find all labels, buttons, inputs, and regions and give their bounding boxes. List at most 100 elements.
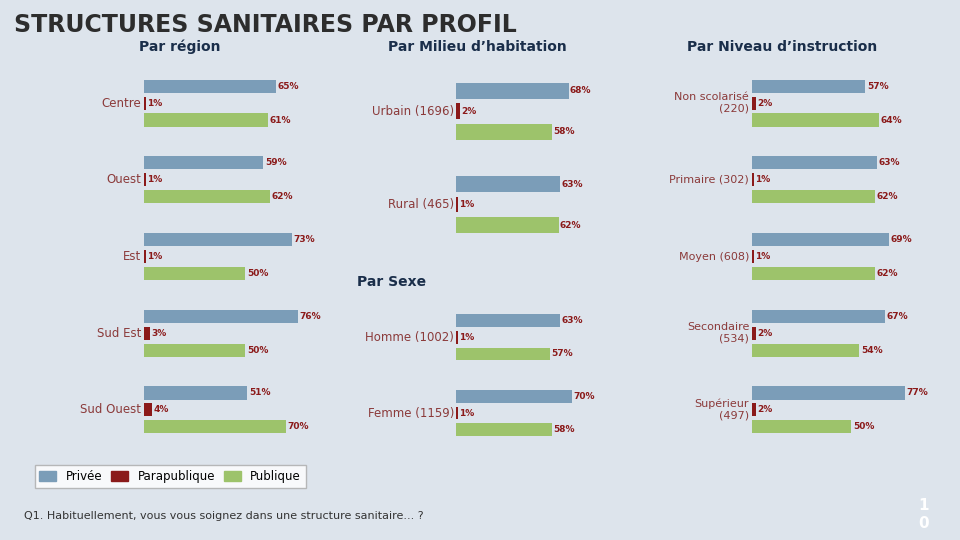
Text: Par Milieu d’habitation: Par Milieu d’habitation (388, 40, 567, 54)
Text: Primaire (302): Primaire (302) (669, 175, 749, 185)
Text: 1%: 1% (756, 176, 771, 184)
Text: 1%: 1% (148, 176, 162, 184)
Text: 67%: 67% (887, 312, 908, 321)
Bar (752, 327, 756, 340)
Bar (144, 403, 152, 416)
Bar (752, 113, 879, 126)
Bar (752, 173, 754, 186)
Text: 63%: 63% (879, 158, 900, 167)
Bar (752, 157, 877, 170)
Text: 63%: 63% (562, 316, 583, 325)
Text: STRUCTURES SANITAIRES PAR PROFIL: STRUCTURES SANITAIRES PAR PROFIL (14, 14, 517, 37)
Bar (144, 113, 268, 126)
Bar (752, 80, 865, 93)
Bar (457, 197, 458, 212)
Text: Rural (465): Rural (465) (388, 198, 454, 211)
Text: 50%: 50% (247, 346, 268, 355)
Text: 54%: 54% (861, 346, 882, 355)
Text: 2%: 2% (757, 329, 773, 338)
Text: 1%: 1% (756, 252, 771, 261)
Bar (752, 250, 754, 263)
Bar (457, 314, 561, 327)
Bar (144, 387, 248, 400)
Bar (457, 407, 458, 420)
Text: 69%: 69% (891, 235, 913, 244)
Bar (457, 104, 460, 119)
Text: 76%: 76% (300, 312, 322, 321)
Bar (752, 343, 859, 356)
Bar (144, 420, 286, 433)
Text: 2%: 2% (461, 107, 476, 116)
Text: 64%: 64% (881, 116, 902, 125)
Bar (144, 267, 245, 280)
Text: 58%: 58% (553, 425, 575, 434)
Bar (752, 97, 756, 110)
Text: Sud Ouest: Sud Ouest (81, 403, 141, 416)
Bar (144, 327, 150, 340)
Bar (144, 343, 245, 356)
Text: 1%: 1% (460, 333, 474, 342)
Bar (752, 420, 852, 433)
Text: 57%: 57% (552, 349, 573, 359)
Bar (457, 83, 568, 99)
Text: 4%: 4% (154, 406, 169, 414)
Text: Femme (1159): Femme (1159) (368, 407, 454, 420)
Text: Urbain (1696): Urbain (1696) (372, 105, 454, 118)
Text: 65%: 65% (277, 82, 299, 91)
Text: 1%: 1% (148, 252, 162, 261)
Text: 57%: 57% (867, 82, 889, 91)
Text: Par région: Par région (139, 39, 221, 54)
Text: 68%: 68% (570, 86, 591, 96)
Text: Q1. Habituellement, vous vous soignez dans une structure sanitaire... ?: Q1. Habituellement, vous vous soignez da… (24, 511, 423, 521)
Text: 62%: 62% (560, 220, 582, 230)
Bar (457, 176, 561, 192)
Bar (457, 390, 572, 403)
Text: 2%: 2% (757, 99, 773, 107)
Text: Homme (1002): Homme (1002) (366, 331, 454, 344)
Bar (752, 387, 905, 400)
Text: 61%: 61% (269, 116, 291, 125)
Text: 1: 1 (919, 498, 929, 514)
Bar (752, 403, 756, 416)
Bar (144, 233, 292, 246)
Bar (752, 233, 889, 246)
Text: 77%: 77% (907, 388, 928, 397)
Bar (752, 267, 876, 280)
Text: 1%: 1% (460, 409, 474, 417)
Bar (457, 217, 559, 233)
Text: 62%: 62% (271, 192, 293, 201)
Text: 63%: 63% (562, 179, 583, 188)
Text: 50%: 50% (247, 269, 268, 278)
Text: Centre: Centre (102, 97, 141, 110)
Text: 51%: 51% (249, 388, 271, 397)
Bar (144, 97, 146, 110)
Bar (457, 124, 552, 140)
Text: 2%: 2% (757, 406, 773, 414)
Text: 62%: 62% (876, 192, 899, 201)
Text: 50%: 50% (853, 422, 875, 431)
Bar (457, 423, 552, 436)
Text: Non scolarisé
(220): Non scolarisé (220) (675, 92, 749, 114)
Bar (752, 310, 885, 323)
Text: Moyen (608): Moyen (608) (679, 252, 749, 261)
Text: Secondaire
(534): Secondaire (534) (686, 322, 749, 344)
Text: 59%: 59% (265, 158, 287, 167)
Bar (144, 190, 270, 203)
Text: Sud Est: Sud Est (97, 327, 141, 340)
Text: Par Niveau d’instruction: Par Niveau d’instruction (687, 40, 877, 54)
Text: Est: Est (123, 250, 141, 263)
Bar (144, 173, 146, 186)
Bar (752, 190, 876, 203)
Bar (457, 331, 458, 344)
Bar (144, 250, 146, 263)
Text: 73%: 73% (294, 235, 315, 244)
Bar (144, 157, 263, 170)
Legend: Privée, Parapublique, Publique: Privée, Parapublique, Publique (35, 465, 306, 488)
Bar (457, 348, 550, 360)
Text: Ouest: Ouest (107, 173, 141, 186)
Text: 58%: 58% (553, 127, 575, 137)
Text: 62%: 62% (876, 269, 899, 278)
Text: 70%: 70% (287, 422, 309, 431)
Text: 0: 0 (919, 516, 929, 531)
Text: 1%: 1% (460, 200, 474, 209)
